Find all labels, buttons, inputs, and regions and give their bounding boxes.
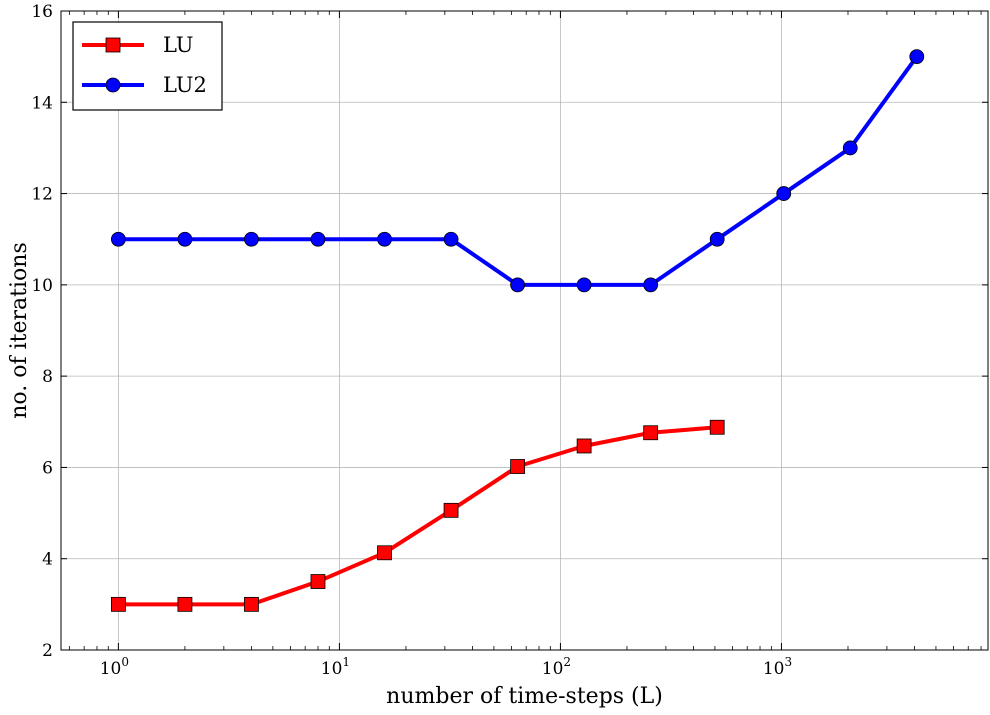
- data-point-circle: [709, 231, 725, 247]
- y-tick-label: 10: [31, 276, 53, 296]
- data-point-square: [177, 596, 193, 612]
- data-point-square: [105, 37, 121, 53]
- y-axis-label: no. of iterations: [7, 242, 32, 419]
- x-axis-label: number of time-steps (L): [386, 684, 663, 709]
- legend-box: [72, 21, 223, 111]
- data-point-circle: [105, 77, 121, 93]
- series-line: [116, 54, 919, 287]
- x-tick-label: 100: [100, 655, 129, 679]
- legend-label: LU: [163, 33, 194, 57]
- data-point-circle: [110, 231, 126, 247]
- x-tick-label: 102: [542, 655, 571, 679]
- data-point-square: [244, 596, 259, 612]
- data-point-square: [576, 438, 592, 454]
- y-tick-label: 8: [42, 367, 53, 387]
- y-tick-label: 14: [31, 93, 53, 113]
- x-tick-label: 103: [763, 655, 792, 679]
- y-tick-label: 4: [42, 550, 53, 570]
- data-point-circle: [310, 231, 326, 247]
- data-point-circle: [842, 140, 858, 156]
- y-tick-label: 2: [42, 641, 53, 661]
- legend-item-lu: LU: [82, 33, 194, 57]
- data-point-square: [310, 574, 326, 589]
- legend: LU LU2: [72, 21, 223, 111]
- y-tick-labels: 2 4 6 8 10 12 14 16: [31, 2, 53, 661]
- series-line: [116, 425, 720, 607]
- minor-ticks: [68, 11, 982, 650]
- data-point-circle: [244, 231, 259, 247]
- series-lu: [110, 419, 725, 612]
- major-ticks: [61, 11, 988, 650]
- data-point-circle: [776, 186, 792, 201]
- y-tick-label: 12: [31, 185, 53, 205]
- data-point-square: [643, 425, 659, 441]
- data-point-circle: [576, 277, 592, 293]
- data-point-circle: [443, 231, 459, 247]
- plot-frame: [60, 10, 989, 651]
- x-tick-label: 101: [321, 655, 350, 679]
- y-tick-label: 16: [31, 2, 53, 22]
- data-point-square: [110, 596, 126, 612]
- series-lu2: [110, 49, 925, 293]
- data-point-square: [377, 545, 392, 561]
- data-point-circle: [177, 231, 193, 247]
- series: [110, 49, 925, 612]
- legend-item-lu2: LU2: [82, 73, 207, 97]
- y-tick-label: 6: [42, 458, 53, 478]
- x-tick-labels: 100 101 102 103: [100, 655, 792, 679]
- data-point-square: [510, 459, 525, 474]
- data-point-circle: [377, 231, 392, 247]
- data-point-circle: [510, 277, 525, 293]
- legend-label: LU2: [163, 73, 207, 97]
- data-point-circle: [909, 49, 925, 65]
- data-point-circle: [643, 277, 659, 293]
- data-point-square: [443, 502, 459, 518]
- data-point-square: [709, 419, 725, 435]
